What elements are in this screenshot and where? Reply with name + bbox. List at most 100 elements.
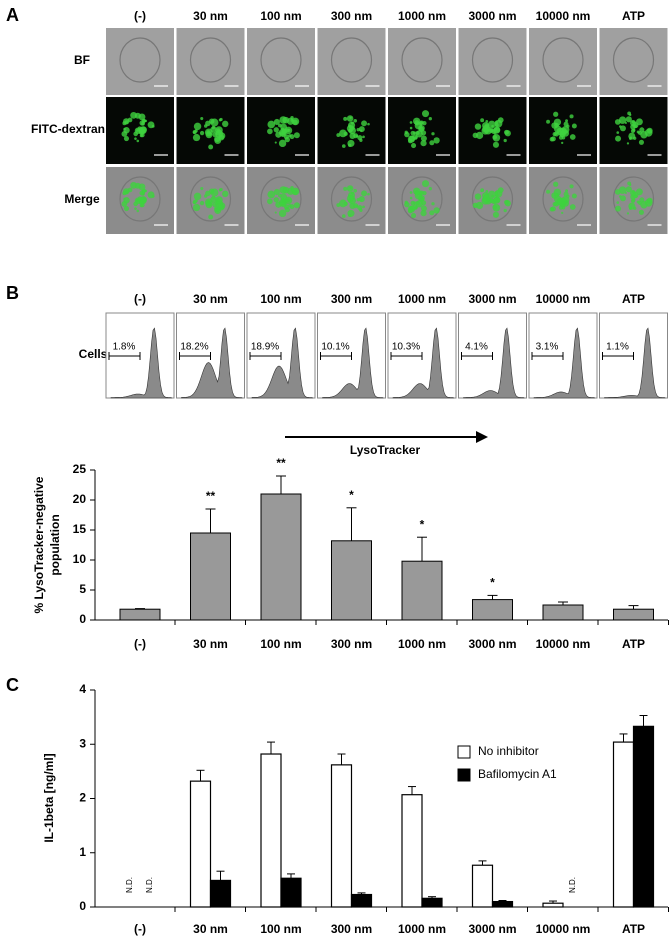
- histogram: [322, 327, 384, 399]
- cell-outline: [612, 37, 655, 83]
- column-header: (-): [134, 9, 146, 23]
- fluorescence: [139, 120, 145, 126]
- histogram: [181, 327, 243, 399]
- fluorescence: [433, 137, 440, 144]
- fluorescence: [428, 187, 432, 191]
- value-label: N.D.: [125, 877, 134, 893]
- fluorescence: [640, 131, 648, 139]
- micrograph: [458, 28, 527, 95]
- fluorescence: [208, 201, 212, 205]
- histogram-y-label: Cells: [79, 347, 108, 361]
- fluorescence: [561, 211, 564, 214]
- fluorescence: [267, 128, 273, 135]
- fluorescence: [218, 134, 225, 141]
- fluorescence: [343, 116, 348, 121]
- fluorescence: [629, 183, 632, 187]
- fluorescence: [355, 204, 359, 208]
- fluorescence: [407, 135, 416, 143]
- fluorescence: [293, 132, 300, 139]
- significance: *: [349, 488, 354, 502]
- fluorescence: [422, 110, 430, 118]
- fluorescence: [632, 122, 639, 129]
- histogram: [110, 327, 173, 399]
- fluorescence: [144, 119, 148, 123]
- fluorescence: [353, 118, 357, 123]
- fluorescence: [133, 131, 139, 137]
- significance: *: [490, 576, 495, 590]
- bar: [612, 741, 635, 908]
- cell-outline: [401, 37, 443, 83]
- fluorescence: [571, 193, 577, 199]
- fluorescence: [640, 201, 648, 209]
- row-label: FITC-dextran: [31, 122, 105, 136]
- fluorescence: [565, 189, 569, 193]
- fluorescence: [407, 205, 416, 213]
- significance: **: [276, 456, 286, 470]
- cell-outline: [189, 176, 232, 222]
- column-header: 3000 nm: [468, 292, 516, 306]
- y-tick-label: 5: [79, 582, 86, 596]
- bar: [190, 532, 231, 621]
- fluorescence: [480, 188, 485, 193]
- fluorescence: [565, 119, 569, 123]
- significance: **: [206, 489, 216, 503]
- fluorescence: [546, 189, 551, 194]
- fluorescence: [492, 141, 500, 148]
- fluorescence: [208, 131, 212, 135]
- fluorescence: [361, 190, 368, 197]
- bar: [542, 604, 584, 621]
- cell-outline: [260, 176, 302, 222]
- fluorescence: [367, 192, 370, 196]
- fluorescence: [492, 133, 501, 142]
- fluorescence: [291, 187, 300, 196]
- bar: [260, 753, 282, 908]
- fluorescence: [192, 201, 196, 204]
- cell-outline: [542, 176, 584, 222]
- bar: [350, 893, 373, 908]
- fluorescence: [474, 193, 482, 200]
- fluorescence: [355, 134, 359, 138]
- fluorescence: [208, 188, 215, 194]
- column-header: 10000 nm: [536, 292, 591, 306]
- gate-percentage: 4.1%: [465, 342, 488, 353]
- fluorescence: [192, 133, 201, 142]
- fluorescence: [559, 197, 567, 205]
- bar: [471, 864, 494, 908]
- y-tick-label: 10: [73, 552, 87, 566]
- fluorescence: [200, 116, 204, 121]
- y-tick-label: 0: [79, 899, 86, 913]
- fluorescence: [362, 135, 365, 139]
- fluorescence: [550, 206, 556, 212]
- fluorescence: [290, 115, 294, 120]
- fluorescence: [222, 120, 229, 128]
- fluorescence: [346, 125, 354, 132]
- micrograph: [176, 28, 245, 95]
- fluorescence: [480, 118, 485, 123]
- x-tick-label: 300 nm: [331, 637, 372, 651]
- y-tick-label: 0: [79, 612, 86, 626]
- micrograph: [529, 28, 597, 95]
- bar: [260, 493, 302, 621]
- fluorescence: [628, 202, 636, 210]
- fluorescence: [122, 121, 127, 126]
- fluorescence: [638, 209, 645, 215]
- fluorescence: [349, 116, 352, 119]
- cell-outline: [119, 176, 161, 222]
- x-tick-label: 300 nm: [331, 922, 372, 936]
- fluorescence: [493, 197, 498, 202]
- fluorescence: [504, 130, 511, 137]
- bar: [189, 780, 212, 908]
- y-tick-label: 15: [73, 522, 87, 536]
- fluorescence: [137, 126, 142, 131]
- fluorescence: [123, 197, 130, 204]
- fluorescence: [486, 198, 490, 202]
- x-tick-label: 30 nm: [193, 922, 228, 936]
- fluorescence: [497, 187, 504, 193]
- fluorescence: [347, 209, 355, 217]
- fluorescence: [404, 201, 410, 208]
- fluorescence: [336, 203, 341, 208]
- fluorescence: [420, 210, 427, 217]
- fluorescence: [279, 200, 287, 208]
- value-label: N.D.: [568, 877, 577, 893]
- column-header: (-): [134, 292, 146, 306]
